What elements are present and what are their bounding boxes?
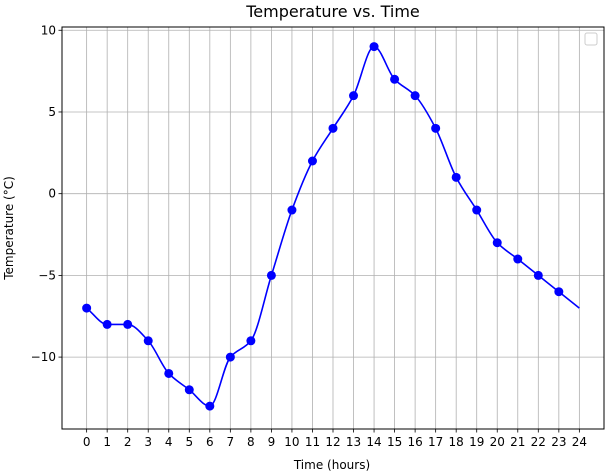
y-tick-label: 10	[41, 23, 56, 37]
y-tick-label: −10	[31, 350, 56, 364]
x-tick-label: 0	[83, 435, 91, 449]
x-tick-label: 16	[407, 435, 422, 449]
y-axis-label: Temperature (°C)	[2, 176, 16, 281]
x-tick-label: 11	[305, 435, 320, 449]
x-tick-label: 8	[247, 435, 255, 449]
y-tick-label: 5	[48, 105, 56, 119]
data-point	[349, 91, 359, 101]
data-point	[205, 401, 215, 411]
data-point	[451, 172, 461, 182]
data-point	[123, 319, 133, 329]
x-tick-label: 14	[366, 435, 381, 449]
x-axis-label: Time (hours)	[293, 458, 370, 472]
y-tick-label: 0	[48, 187, 56, 201]
x-tick-label: 7	[227, 435, 235, 449]
grid	[62, 27, 604, 429]
x-tick-label: 9	[268, 435, 276, 449]
data-point	[225, 352, 235, 362]
data-point	[143, 336, 153, 346]
data-point	[533, 270, 543, 280]
axis-ticks: 0 1 2 3 4 5 6 7 8 9 10 11 12 13 14 15 16 17 18 19 20 21 22 23 24…	[31, 23, 587, 449]
data-point	[431, 123, 441, 133]
x-tick-label: 15	[387, 435, 402, 449]
data-point	[554, 287, 564, 297]
data-markers	[82, 42, 564, 411]
chart-title: Temperature vs. Time	[245, 2, 420, 21]
x-tick-label: 24	[572, 435, 587, 449]
data-point	[266, 270, 276, 280]
x-tick-label: 18	[449, 435, 464, 449]
y-tick-label: −5	[38, 268, 56, 282]
data-point	[369, 42, 379, 52]
x-tick-label: 12	[325, 435, 340, 449]
x-tick-label: 2	[124, 435, 132, 449]
data-point	[472, 205, 482, 215]
x-tick-label: 22	[531, 435, 546, 449]
data-point	[184, 385, 194, 395]
data-point	[164, 368, 174, 378]
x-tick-label: 17	[428, 435, 443, 449]
data-point	[492, 238, 502, 248]
x-tick-label: 13	[346, 435, 361, 449]
data-point	[82, 303, 92, 313]
legend-box	[584, 32, 598, 46]
x-tick-label: 10	[284, 435, 299, 449]
x-tick-label: 1	[103, 435, 111, 449]
data-point	[246, 336, 256, 346]
data-point	[328, 123, 338, 133]
data-point	[410, 91, 420, 101]
x-tick-label: 6	[206, 435, 214, 449]
x-tick-label: 19	[469, 435, 484, 449]
data-point	[102, 319, 112, 329]
data-point	[307, 156, 317, 166]
x-tick-label: 3	[144, 435, 152, 449]
x-tick-label: 23	[551, 435, 566, 449]
data-point	[287, 205, 297, 215]
x-tick-label: 4	[165, 435, 173, 449]
data-point	[390, 74, 400, 84]
x-tick-label: 5	[185, 435, 193, 449]
x-tick-label: 20	[490, 435, 505, 449]
x-tick-label: 21	[510, 435, 525, 449]
data-point	[513, 254, 523, 264]
